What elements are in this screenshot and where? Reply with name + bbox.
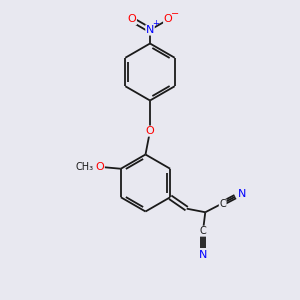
Text: +: +	[152, 19, 159, 28]
Text: −: −	[171, 9, 179, 20]
Text: CH₃: CH₃	[76, 162, 94, 172]
Text: C: C	[219, 199, 226, 209]
Text: N: N	[199, 250, 207, 260]
Text: N: N	[146, 25, 154, 35]
Text: O: O	[128, 14, 136, 25]
Text: N: N	[238, 189, 246, 199]
Text: C: C	[200, 226, 206, 236]
Text: O: O	[95, 162, 104, 172]
Text: O: O	[146, 126, 154, 136]
Text: O: O	[164, 14, 172, 25]
